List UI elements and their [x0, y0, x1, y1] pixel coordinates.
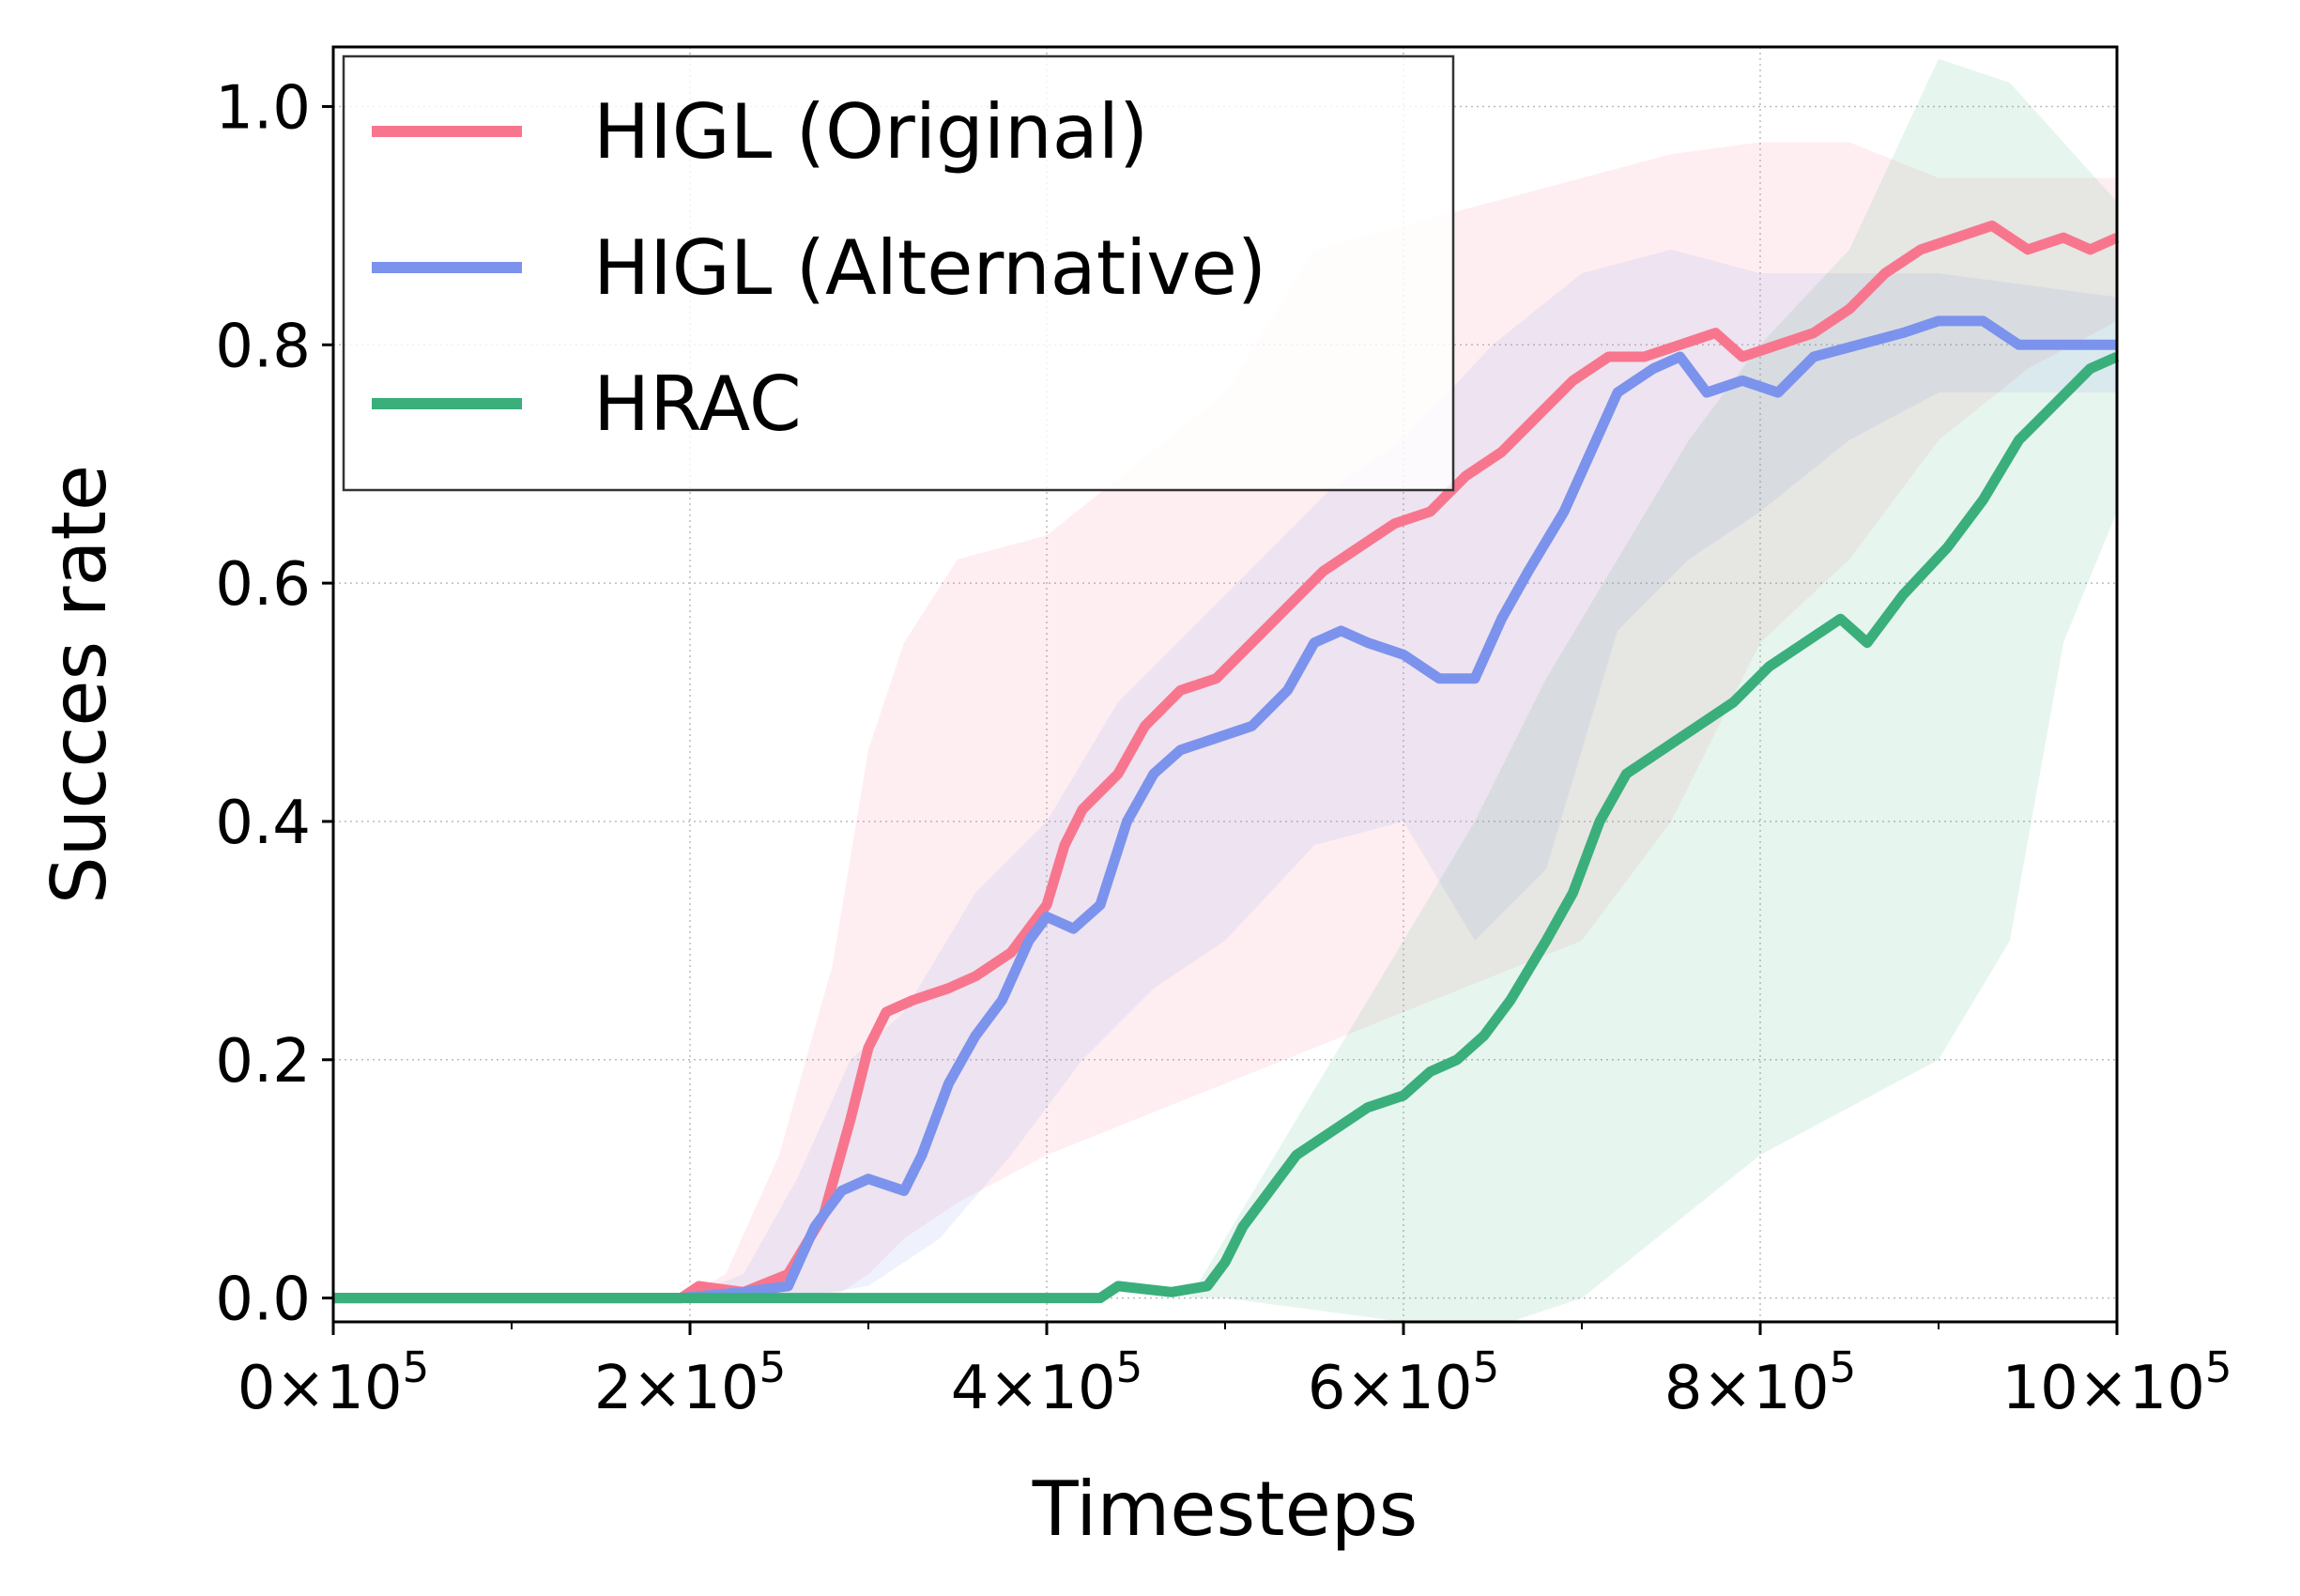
legend-box — [342, 54, 1455, 492]
legend: HIGL (Original) HIGL (Alternative) HRAC — [342, 54, 1455, 492]
y-axis-ticks: 0.0 0.2 0.4 0.6 0.8 1.0 — [215, 73, 333, 1335]
y-tick-label: 0.4 — [215, 789, 311, 858]
band-higl-alternative — [333, 249, 2117, 1298]
y-tick-label: 1.0 — [215, 73, 311, 143]
legend-label: HIGL (Alternative) — [593, 224, 1266, 312]
line-higl-original — [333, 220, 2120, 1304]
legend-label: HRAC — [593, 361, 802, 448]
y-tick-label: 0.6 — [215, 550, 311, 620]
x-tick-label: 6×105 — [1308, 1343, 1499, 1423]
x-tick-label: 0×105 — [238, 1343, 429, 1423]
band-hrac — [333, 58, 2117, 1323]
y-tick-label: 0.2 — [215, 1027, 311, 1097]
legend-label: HIGL (Original) — [593, 88, 1148, 176]
x-tick-label: 4×105 — [951, 1343, 1142, 1423]
confidence-bands — [333, 58, 2117, 1323]
x-axis-ticks: 0×105 2×105 4×105 6×105 8×105 10×105 — [238, 1322, 2232, 1423]
y-tick-label: 0.0 — [215, 1266, 311, 1335]
x-tick-label: 10×105 — [2001, 1343, 2231, 1423]
x-tick-label: 8×105 — [1664, 1343, 1856, 1423]
line-hrac — [333, 351, 2120, 1304]
series-lines — [333, 220, 2120, 1304]
x-axis-label: Timesteps — [1032, 1466, 1418, 1553]
y-tick-label: 0.8 — [215, 312, 311, 381]
y-axis-label: Succes rate — [36, 465, 123, 904]
band-higl-original — [333, 142, 2117, 1298]
line-higl-alternative — [333, 315, 2117, 1304]
x-tick-label: 2×105 — [594, 1343, 786, 1423]
